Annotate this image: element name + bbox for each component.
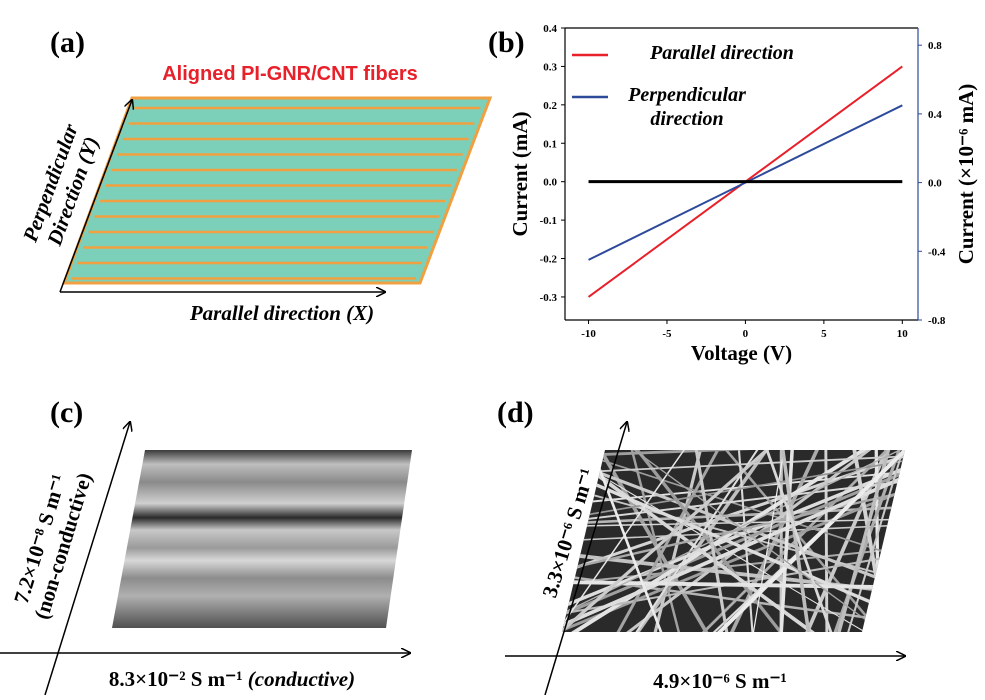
chart: -0.3 -0.2 -0.1 0.0 0.1 0.2 0.3 0.4 -0.8 -0.4 0.0 0.… bbox=[508, 23, 978, 365]
y2-axis-label: Current (×10⁻⁶ mA) bbox=[954, 84, 978, 265]
y2-tick-label: -0.4 bbox=[928, 246, 946, 258]
fiber bbox=[876, 440, 878, 645]
panel-label: (d) bbox=[497, 396, 534, 429]
x-tick-label: -5 bbox=[662, 328, 672, 340]
legend-item: Perpendicular direction bbox=[612, 83, 837, 143]
y2-tick-label: 0.8 bbox=[928, 40, 942, 52]
legend-label: Parallel direction bbox=[612, 41, 832, 65]
panel-label: (c) bbox=[50, 396, 83, 429]
figure: (a) Aligned PI-GNR/CNT fibers Perpendicu… bbox=[0, 0, 985, 695]
y-tick-label: 0.1 bbox=[543, 138, 557, 150]
x-axis-label: Voltage (V) bbox=[691, 341, 792, 365]
legend-label: Perpendicular direction bbox=[612, 83, 762, 131]
panel-label: (b) bbox=[488, 26, 525, 59]
axis-label: 4.9×10⁻⁶ S m⁻¹ bbox=[653, 669, 787, 693]
x-tick-label: 10 bbox=[897, 328, 909, 340]
y2-tick-label: 0.0 bbox=[928, 178, 942, 190]
x-tick-label: -10 bbox=[581, 328, 596, 340]
y2-tick-label: -0.8 bbox=[928, 315, 946, 327]
axis-label-group: 7.2×10⁻⁸ S m⁻¹ (non-conductive) bbox=[6, 463, 96, 622]
axis-label: Parallel direction (X) bbox=[189, 301, 374, 325]
fiber bbox=[914, 440, 917, 645]
x-tick-label: 5 bbox=[821, 328, 827, 340]
fiber-film bbox=[64, 98, 490, 283]
y-tick-label: -0.3 bbox=[540, 292, 558, 304]
panel-label: (a) bbox=[50, 26, 85, 59]
y-tick-label: 0.3 bbox=[543, 61, 557, 73]
y-tick-label: 0.4 bbox=[543, 23, 557, 35]
y-axis-label: Current (mA) bbox=[508, 111, 532, 236]
sem-image bbox=[112, 450, 412, 628]
y-tick-label: -0.1 bbox=[540, 215, 557, 227]
axis-label-part: 8.3×10⁻² S m⁻¹ bbox=[109, 667, 248, 691]
y-tick-label: -0.2 bbox=[540, 254, 558, 266]
x-tick-label: 0 bbox=[743, 328, 749, 340]
axis-label: 8.3×10⁻² S m⁻¹ (conductive) bbox=[109, 667, 355, 691]
y-tick-label: 0.2 bbox=[543, 100, 557, 112]
y-tick-label: 0.0 bbox=[543, 177, 557, 189]
panel-title: Aligned PI-GNR/CNT fibers bbox=[162, 63, 418, 85]
axis-label-part: (conductive) bbox=[248, 667, 355, 691]
y2-tick-label: 0.4 bbox=[928, 109, 942, 121]
